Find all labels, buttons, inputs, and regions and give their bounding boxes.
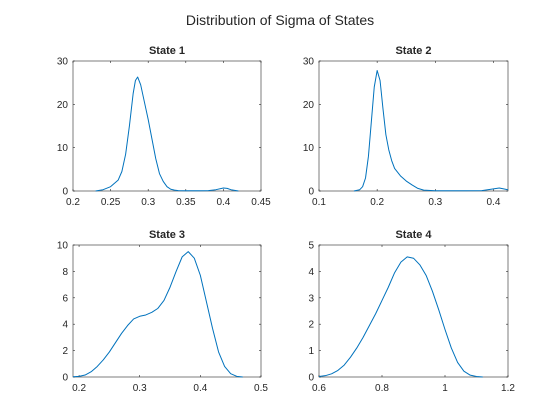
- subplot-2-xtick-label: 0.4: [487, 197, 501, 208]
- subplot-4-title: State 4: [395, 229, 432, 241]
- subplot-4-xtick-label: 0.6: [312, 383, 326, 394]
- subplot-1-density-line: [95, 76, 239, 192]
- subplot-2-ytick-label: 20: [303, 100, 315, 111]
- subplot-4-xtick-label: 1: [442, 383, 448, 394]
- subplot-3-ytick-label: 2: [62, 346, 68, 357]
- subplot-2-ytick-label: 0: [308, 187, 314, 198]
- subplot-1-xtick-label: 0.25: [101, 197, 121, 208]
- subplot-4-xtick-label: 1.2: [501, 383, 515, 394]
- subplot-2-axes-box: [318, 60, 509, 192]
- subplot-3-title: State 3: [149, 229, 185, 241]
- subplot-4-xtick-label: 0.8: [375, 383, 389, 394]
- subplot-4-density-line: [319, 256, 483, 378]
- subplot-3-xtick-label: 0.2: [72, 383, 86, 394]
- subplot-4-ytick-label: 2: [308, 320, 314, 331]
- subplot-3-xtick-label: 0.3: [133, 383, 147, 394]
- subplot-2-title: State 2: [395, 45, 431, 57]
- subplot-2-ytick-label: 10: [303, 143, 315, 154]
- subplot-4: State 4 0.6 0.8 1 1.2 0 1 2 3 4 5: [308, 229, 515, 394]
- subplot-1-xtick-label: 0.4: [216, 197, 230, 208]
- subplot-2-ytick-label: 30: [303, 57, 315, 68]
- figure-title: Distribution of Sigma of States: [186, 12, 374, 28]
- subplot-3-ytick-label: 0: [62, 373, 68, 384]
- subplot-1-axes-box: [72, 60, 262, 192]
- subplot-2-xtick-label: 0.2: [370, 197, 384, 208]
- subplot-1-title: State 1: [149, 45, 185, 57]
- subplot-4-ytick-label: 0: [308, 373, 314, 384]
- subplot-2: State 2 0.1 0.2 0.3 0.4 0 10 20 30: [303, 45, 509, 208]
- subplot-3-xtick-label: 0.4: [193, 383, 207, 394]
- subplot-4-ytick-label: 3: [308, 293, 314, 304]
- subplot-3-ytick-label: 6: [62, 293, 68, 304]
- subplot-4-ytick-label: 1: [308, 346, 314, 357]
- subplot-4-axes-box: [318, 244, 509, 378]
- subplot-2-xtick-label: 0.1: [312, 197, 326, 208]
- subplot-3-axes-box: [72, 244, 262, 378]
- subplot-3: State 3 0.2 0.3 0.4 0.5 0 2 4 6 8 10: [57, 229, 269, 394]
- subplot-3-ytick-label: 4: [62, 320, 68, 331]
- subplot-1-xtick-label: 0.3: [141, 197, 155, 208]
- subplot-1-ytick-label: 0: [62, 187, 68, 198]
- subplot-1-xtick-label: 0.35: [176, 197, 196, 208]
- subplot-3-density-line: [73, 251, 243, 378]
- subplot-4-ytick-label: 5: [308, 241, 314, 252]
- subplot-3-ytick-label: 8: [62, 267, 68, 278]
- subplot-1-xtick-label: 0.45: [251, 197, 271, 208]
- subplot-3-ytick-label: 10: [57, 241, 69, 252]
- subplot-1-ytick-label: 10: [57, 143, 69, 154]
- subplot-4-ytick-label: 4: [308, 267, 314, 278]
- subplot-1: State 1 0.2 0.25 0.3 0.35 0.4 0.45 0 10 20 30: [57, 45, 271, 208]
- subplot-1-xtick-label: 0.2: [66, 197, 80, 208]
- subplot-2-xtick-label: 0.3: [428, 197, 442, 208]
- subplot-1-ytick-label: 20: [57, 100, 69, 111]
- subplot-1-ytick-label: 30: [57, 57, 69, 68]
- subplot-2-density-line: [353, 70, 508, 192]
- subplot-grid: State 10.2 0.25 0.3 0.35 0.4 0.450102030State…: [57, 45, 516, 394]
- subplot-3-xtick-label: 0.5: [254, 383, 268, 394]
